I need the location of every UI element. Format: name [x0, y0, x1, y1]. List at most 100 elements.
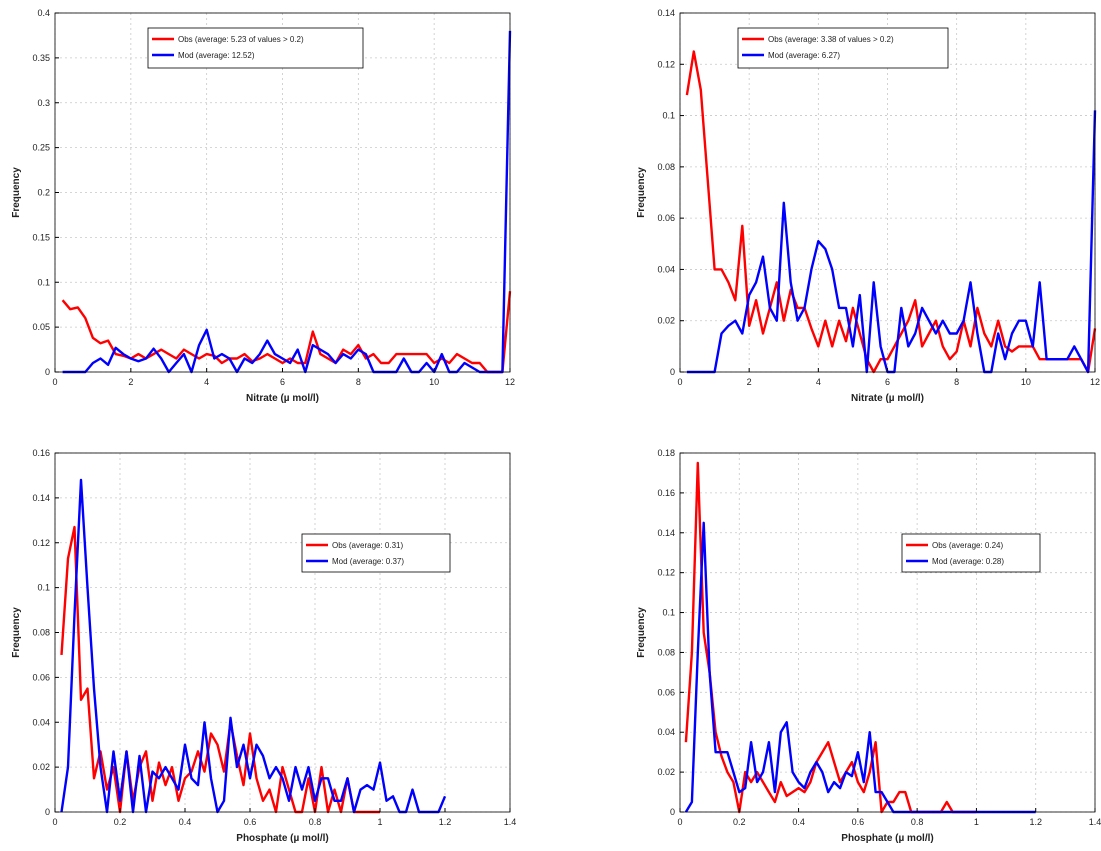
x-tick-label: 10 — [1021, 377, 1031, 387]
x-tick-label: 1 — [974, 817, 979, 827]
chart-panel-2: 0 2 4 6 8 10 12 0 0.02 0.04 0.06 0.08 0.1 0.12 0.14 Nit… — [636, 8, 1100, 404]
x-tick-label: 0 — [677, 377, 682, 387]
series-line-mod — [60, 478, 447, 814]
y-axis-label: Frequency — [636, 607, 647, 658]
y-tick-label: 0.12 — [657, 59, 675, 69]
x-tick-label: 0.2 — [114, 817, 127, 827]
x-tick-label: 1.2 — [1029, 817, 1042, 827]
y-tick-label: 0 — [45, 367, 50, 377]
y-tick-label: 0.12 — [657, 568, 675, 578]
chart-panel-4: 0 0.2 0.4 0.6 0.8 1 1.2 1.4 0 0.02 0.04 0.06 0.08 0.1… — [636, 448, 1101, 844]
x-axis-label: Phosphate (µ mol/l) — [236, 833, 328, 844]
x-tick-label: 6 — [280, 377, 285, 387]
y-tick-label: 0.1 — [37, 277, 50, 287]
y-tick-label: 0 — [670, 367, 675, 377]
y-tick-label: 0 — [670, 807, 675, 817]
legend-label-mod: Mod (average: 12.52) — [178, 51, 255, 60]
legend-box — [737, 27, 949, 69]
axes-frame — [679, 452, 1096, 813]
x-tick-label: 12 — [1090, 377, 1100, 387]
y-tick-label: 0.1 — [662, 608, 675, 618]
y-tick-label: 0.04 — [657, 264, 675, 274]
x-tick-label: 0 — [52, 817, 57, 827]
x-axis-label: Nitrate (µ mol/l) — [246, 393, 319, 404]
y-tick-label: 0.06 — [32, 672, 50, 682]
y-tick-label: 0.4 — [37, 8, 50, 18]
x-tick-label: 12 — [505, 377, 515, 387]
legend-box — [147, 27, 364, 69]
y-tick-label: 0.08 — [32, 628, 50, 638]
x-tick-label: 1.4 — [1089, 817, 1101, 827]
y-tick-label: 0.25 — [32, 143, 50, 153]
legend: Obs (average: 3.38 of values > 0.2) Mod (… — [737, 27, 949, 69]
y-tick-label: 0.14 — [657, 8, 675, 18]
y-tick-label: 0.08 — [657, 162, 675, 172]
x-tick-label: 10 — [429, 377, 439, 387]
x-tick-label: 1.4 — [504, 817, 517, 827]
y-tick-label: 0.35 — [32, 53, 50, 63]
y-tick-label: 0.15 — [32, 232, 50, 242]
y-tick-label: 0.04 — [32, 717, 50, 727]
legend-box — [901, 533, 1041, 573]
x-tick-label: 0.4 — [792, 817, 805, 827]
y-tick-label: 0.02 — [657, 316, 675, 326]
y-tick-label: 0.1 — [662, 111, 675, 121]
y-tick-label: 0.18 — [657, 448, 675, 458]
x-tick-label: 6 — [885, 377, 890, 387]
x-tick-label: 4 — [204, 377, 209, 387]
x-tick-label: 0 — [677, 817, 682, 827]
x-tick-label: 0 — [52, 377, 57, 387]
x-tick-label: 1.2 — [439, 817, 452, 827]
legend-label-mod: Mod (average: 0.37) — [332, 557, 404, 566]
y-tick-label: 0.02 — [657, 767, 675, 777]
x-tick-label: 8 — [954, 377, 959, 387]
plot-area — [680, 453, 1095, 812]
legend: Obs (average: 5.23 of values > 0.2) Mod (… — [147, 27, 364, 69]
series-line-obs — [685, 50, 1097, 374]
chart-panel-3: 0 0.2 0.4 0.6 0.8 1 1.2 1.4 0 0.02 0.04 0.06 0.08 0.1… — [11, 448, 516, 844]
y-tick-label: 0.16 — [657, 488, 675, 498]
series-line-mod — [62, 30, 512, 374]
y-tick-label: 0.05 — [32, 322, 50, 332]
x-tick-label: 2 — [128, 377, 133, 387]
y-tick-label: 0 — [45, 807, 50, 817]
y-tick-label: 0.16 — [32, 448, 50, 458]
x-tick-label: 4 — [816, 377, 821, 387]
legend-label-obs: Obs (average: 3.38 of values > 0.2) — [768, 35, 894, 44]
x-axis-label: Nitrate (µ mol/l) — [851, 393, 924, 404]
series-line-obs — [60, 525, 380, 814]
x-tick-label: 0.6 — [852, 817, 865, 827]
x-tick-label: 8 — [356, 377, 361, 387]
x-tick-label: 0.8 — [911, 817, 924, 827]
x-tick-label: 2 — [747, 377, 752, 387]
x-tick-label: 1 — [377, 817, 382, 827]
x-tick-label: 0.6 — [244, 817, 257, 827]
x-tick-label: 0.2 — [733, 817, 746, 827]
legend: Obs (average: 0.24) Mod (average: 0.28) — [901, 533, 1041, 573]
y-tick-label: 0.12 — [32, 538, 50, 548]
chart-panel-1: 0 2 4 6 8 10 12 0 0.05 0.1 0.15 0.2 0.25 0.3 0.35 0.4 Ni… — [11, 8, 515, 404]
y-tick-label: 0.08 — [657, 647, 675, 657]
y-tick-label: 0.14 — [32, 493, 50, 503]
legend: Obs (average: 0.31) Mod (average: 0.37) — [301, 533, 451, 573]
y-axis-label: Frequency — [11, 607, 22, 658]
legend-label-obs: Obs (average: 5.23 of values > 0.2) — [178, 35, 304, 44]
y-tick-label: 0.2 — [37, 188, 50, 198]
x-axis-label: Phosphate (µ mol/l) — [841, 833, 933, 844]
legend-label-mod: Mod (average: 0.28) — [932, 557, 1004, 566]
y-axis-label: Frequency — [11, 167, 22, 218]
y-tick-label: 0.04 — [657, 727, 675, 737]
legend-box — [301, 533, 451, 573]
y-tick-label: 0.02 — [32, 762, 50, 772]
y-tick-label: 0.1 — [37, 583, 50, 593]
y-tick-label: 0.14 — [657, 528, 675, 538]
x-tick-label: 0.4 — [179, 817, 192, 827]
x-tick-label: 0.8 — [309, 817, 322, 827]
legend-label-obs: Obs (average: 0.31) — [332, 541, 403, 550]
legend-label-mod: Mod (average: 6.27) — [768, 51, 840, 60]
y-tick-label: 0.3 — [37, 98, 50, 108]
legend-label-obs: Obs (average: 0.24) — [932, 541, 1003, 550]
y-tick-label: 0.06 — [657, 687, 675, 697]
y-axis-label: Frequency — [636, 167, 647, 218]
